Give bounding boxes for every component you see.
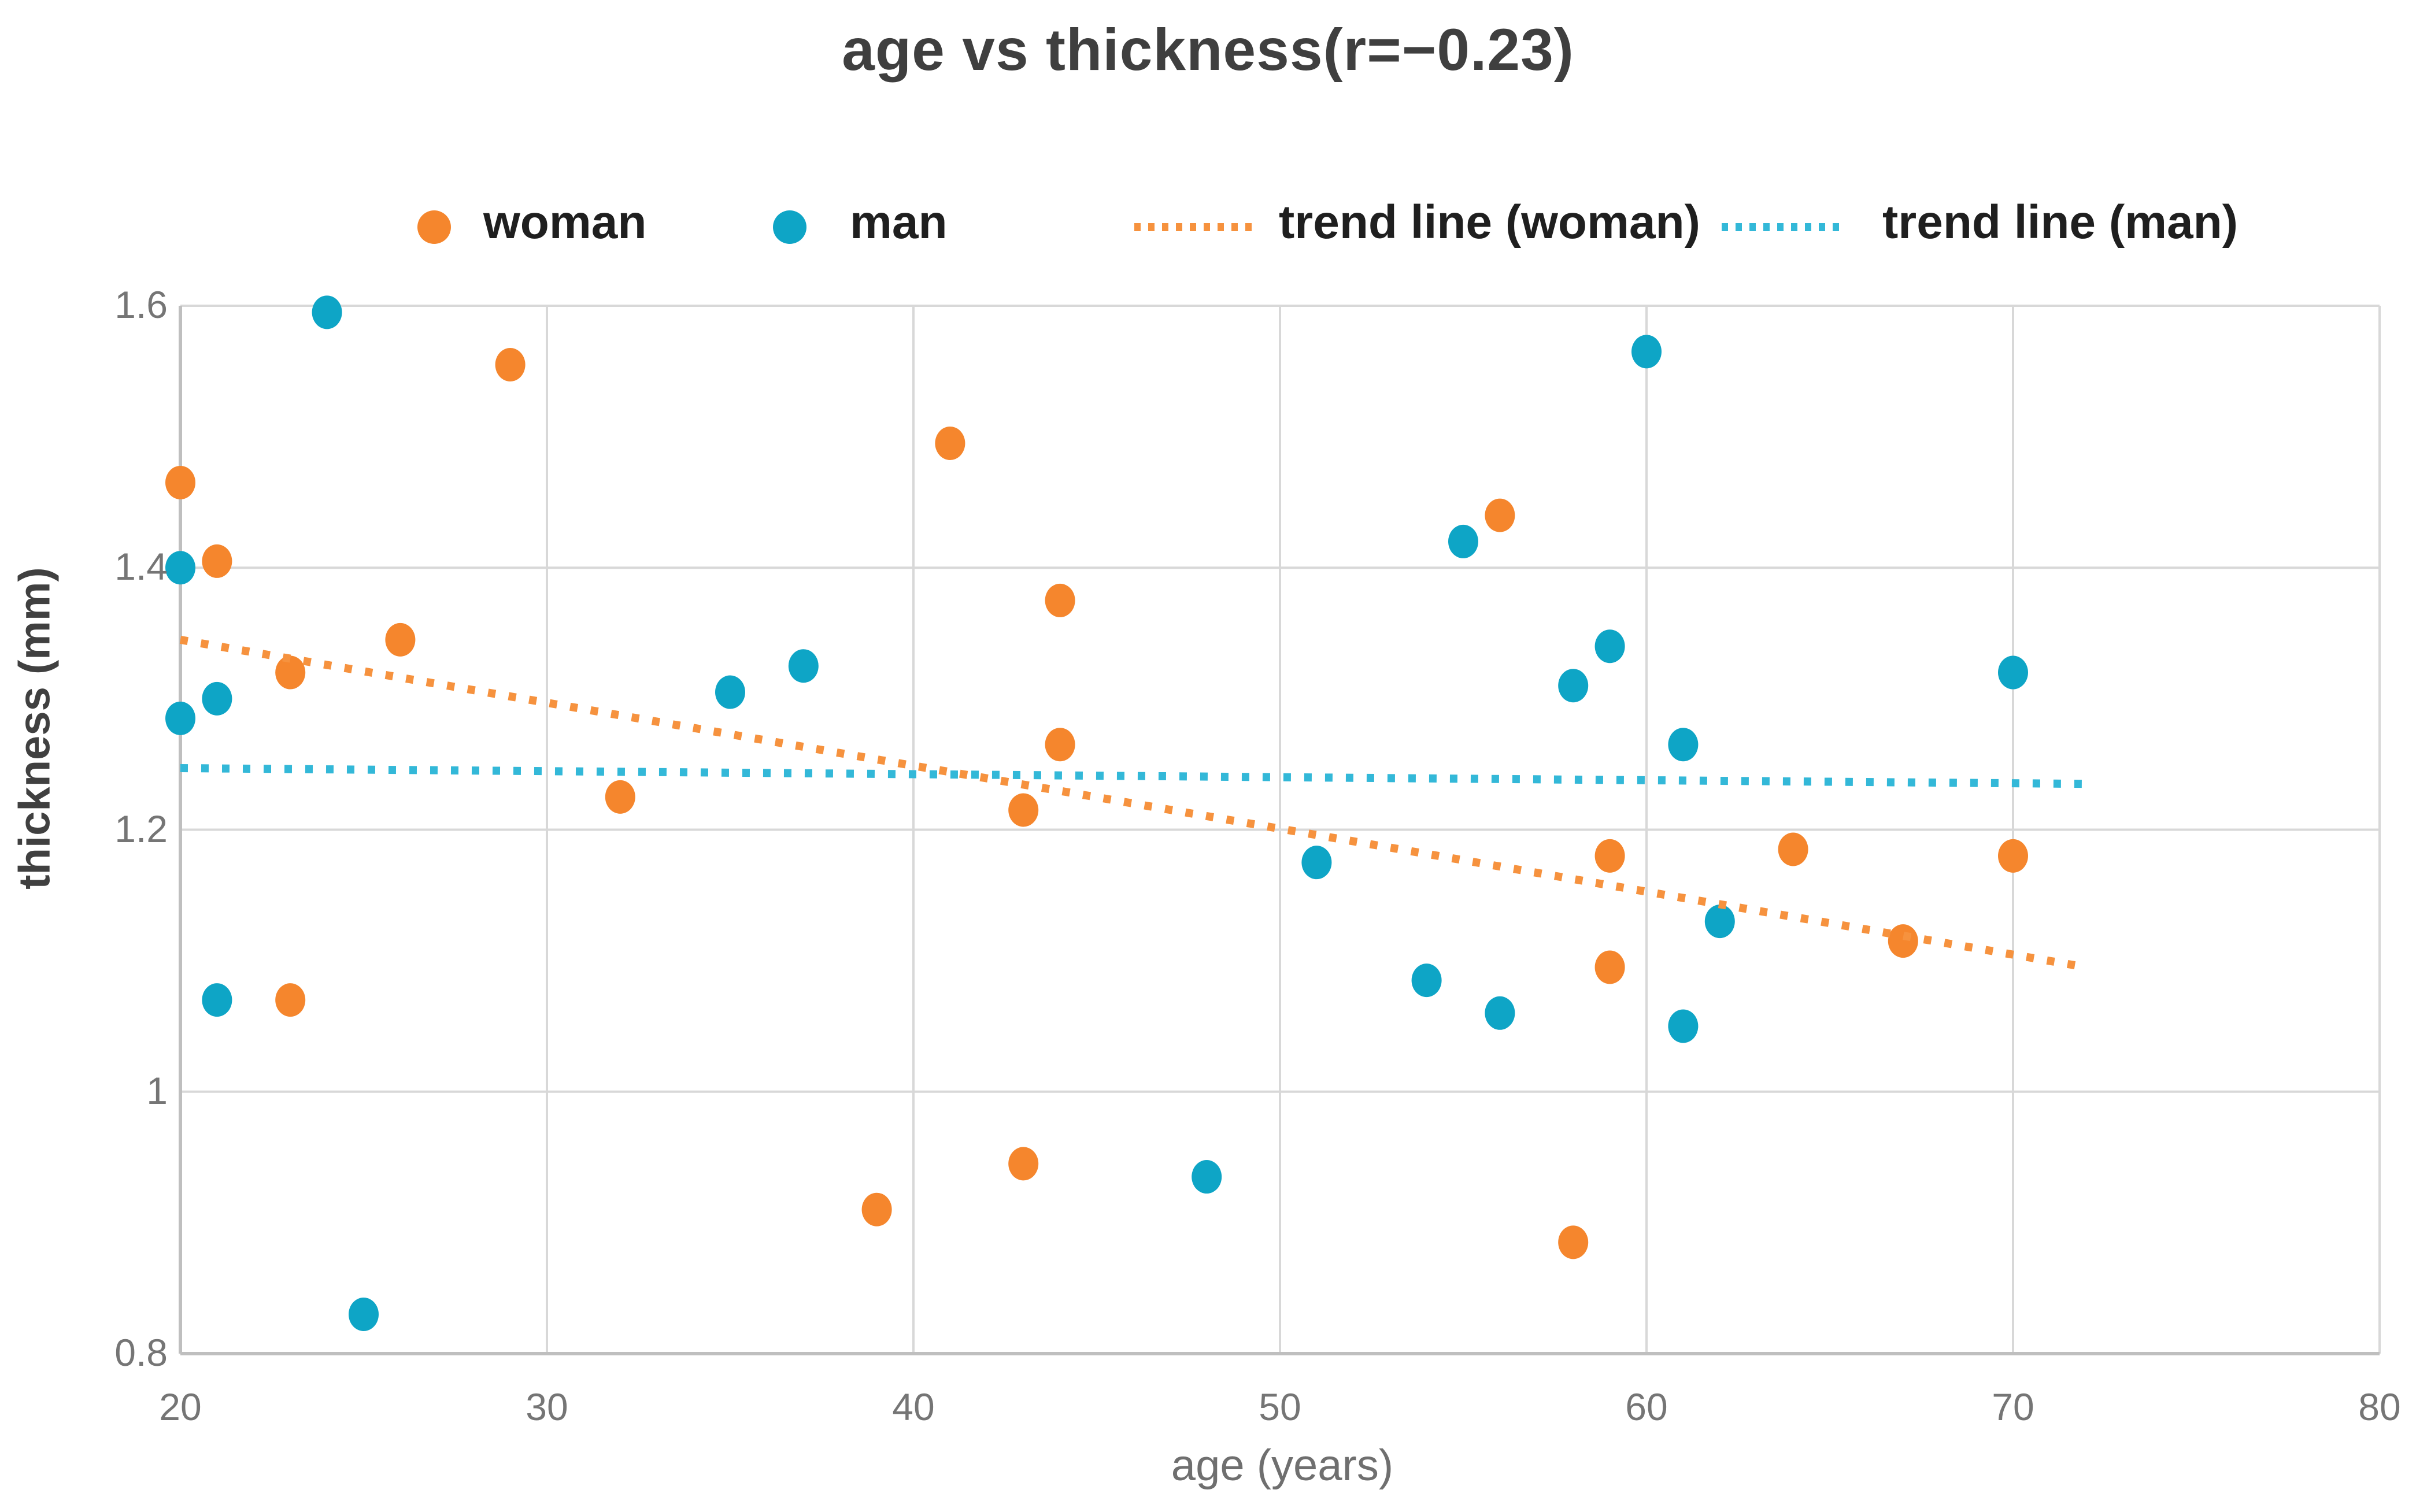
x-tick-label: 20 bbox=[159, 1385, 202, 1428]
legend-label-woman: woman bbox=[483, 196, 647, 249]
data-point-man bbox=[165, 701, 195, 735]
data-point-woman bbox=[275, 655, 306, 690]
x-axis-title: age (years) bbox=[1171, 1441, 1394, 1490]
data-point-woman bbox=[605, 780, 635, 814]
data-point-man bbox=[312, 295, 342, 329]
x-tick-label: 80 bbox=[2358, 1385, 2401, 1428]
data-point-woman bbox=[385, 622, 416, 657]
y-axis-title: thickness (mm) bbox=[10, 567, 60, 890]
data-point-man bbox=[1448, 524, 1478, 558]
data-point-man bbox=[202, 681, 232, 716]
data-point-woman bbox=[202, 544, 232, 578]
data-point-man bbox=[1485, 996, 1515, 1030]
data-point-woman bbox=[1998, 839, 2028, 873]
data-point-man bbox=[1631, 335, 1662, 369]
data-point-man bbox=[1411, 963, 1442, 998]
data-point-woman bbox=[1045, 728, 1075, 762]
legend-trend-woman-line-icon bbox=[1134, 223, 1257, 231]
data-point-woman bbox=[1778, 832, 1808, 866]
legend-man-dot-icon bbox=[773, 210, 806, 244]
data-point-man bbox=[1301, 846, 1332, 880]
data-point-woman bbox=[1045, 583, 1075, 617]
data-point-man bbox=[1594, 629, 1625, 664]
data-point-man bbox=[349, 1298, 379, 1332]
data-point-man bbox=[715, 675, 745, 709]
y-tick-label: 0.8 bbox=[114, 1331, 168, 1374]
data-point-woman bbox=[495, 347, 526, 381]
x-tick-label: 50 bbox=[1259, 1385, 1301, 1428]
chart-title: age vs thickness(r=−0.23) bbox=[842, 17, 1574, 83]
trendline-man bbox=[180, 764, 2086, 788]
legend-trend-man-line-icon bbox=[1722, 223, 1844, 231]
y-tick-label: 1.2 bbox=[114, 807, 168, 850]
data-point-man bbox=[1192, 1160, 1222, 1194]
y-tick-label: 1.4 bbox=[114, 545, 168, 588]
data-point-man bbox=[1998, 655, 2028, 690]
data-point-woman bbox=[165, 465, 195, 499]
x-tick-label: 70 bbox=[1992, 1385, 2034, 1428]
data-point-man bbox=[1668, 1009, 1699, 1043]
data-point-woman bbox=[1008, 1147, 1039, 1181]
x-tick-label: 30 bbox=[526, 1385, 568, 1428]
x-tick-label: 60 bbox=[1625, 1385, 1668, 1428]
data-point-man bbox=[1668, 728, 1699, 762]
data-point-woman bbox=[275, 983, 306, 1017]
data-point-man bbox=[1704, 905, 1735, 939]
legend-label-trend-woman: trend line (woman) bbox=[1279, 196, 1700, 249]
data-point-woman bbox=[1558, 1225, 1589, 1259]
data-point-woman bbox=[1594, 950, 1625, 984]
legend-woman-dot-icon bbox=[417, 210, 451, 244]
data-point-man bbox=[1558, 669, 1589, 703]
data-point-woman bbox=[935, 426, 965, 460]
legend-label-trend-man: trend line (man) bbox=[1882, 196, 2239, 249]
data-point-woman bbox=[1594, 839, 1625, 873]
data-point-woman bbox=[1888, 924, 1918, 958]
y-tick-label: 1.6 bbox=[114, 283, 168, 326]
trendline-woman bbox=[179, 635, 2087, 972]
data-point-man bbox=[165, 551, 195, 585]
data-point-woman bbox=[861, 1192, 892, 1226]
y-tick-label: 1 bbox=[146, 1069, 168, 1112]
data-point-man bbox=[202, 983, 232, 1017]
data-point-man bbox=[788, 649, 819, 683]
data-point-woman bbox=[1485, 498, 1515, 532]
legend-label-man: man bbox=[850, 196, 948, 249]
x-tick-label: 40 bbox=[892, 1385, 935, 1428]
data-point-woman bbox=[1008, 793, 1039, 827]
